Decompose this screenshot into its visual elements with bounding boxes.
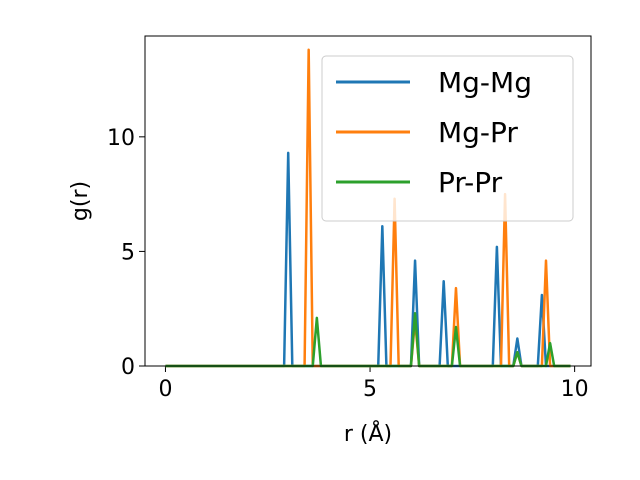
plot-frame xyxy=(144,35,592,367)
legend-label-mg-pr: Mg-Pr xyxy=(438,116,518,149)
x-tick-label: 10 xyxy=(561,377,589,402)
y-axis-label: g(r) xyxy=(68,181,93,221)
legend-box xyxy=(321,55,574,222)
legend-label-mg-mg: Mg-Mg xyxy=(438,66,532,99)
y-tick-label: 0 xyxy=(121,355,135,380)
y-tick-label: 10 xyxy=(107,126,135,151)
x-axis-ticks: 0 5 10 xyxy=(158,366,589,402)
y-tick-label: 5 xyxy=(121,240,135,265)
x-tick-label: 5 xyxy=(363,377,377,402)
x-tick-label: 0 xyxy=(158,377,172,402)
x-axis-label: r (Å) xyxy=(344,420,392,447)
legend-label-pr-pr: Pr-Pr xyxy=(438,166,503,199)
y-axis-ticks: 0 5 10 xyxy=(107,126,145,380)
series-line-pr-pr xyxy=(165,312,571,368)
legend: Mg-Mg Mg-Pr Pr-Pr xyxy=(321,55,574,222)
